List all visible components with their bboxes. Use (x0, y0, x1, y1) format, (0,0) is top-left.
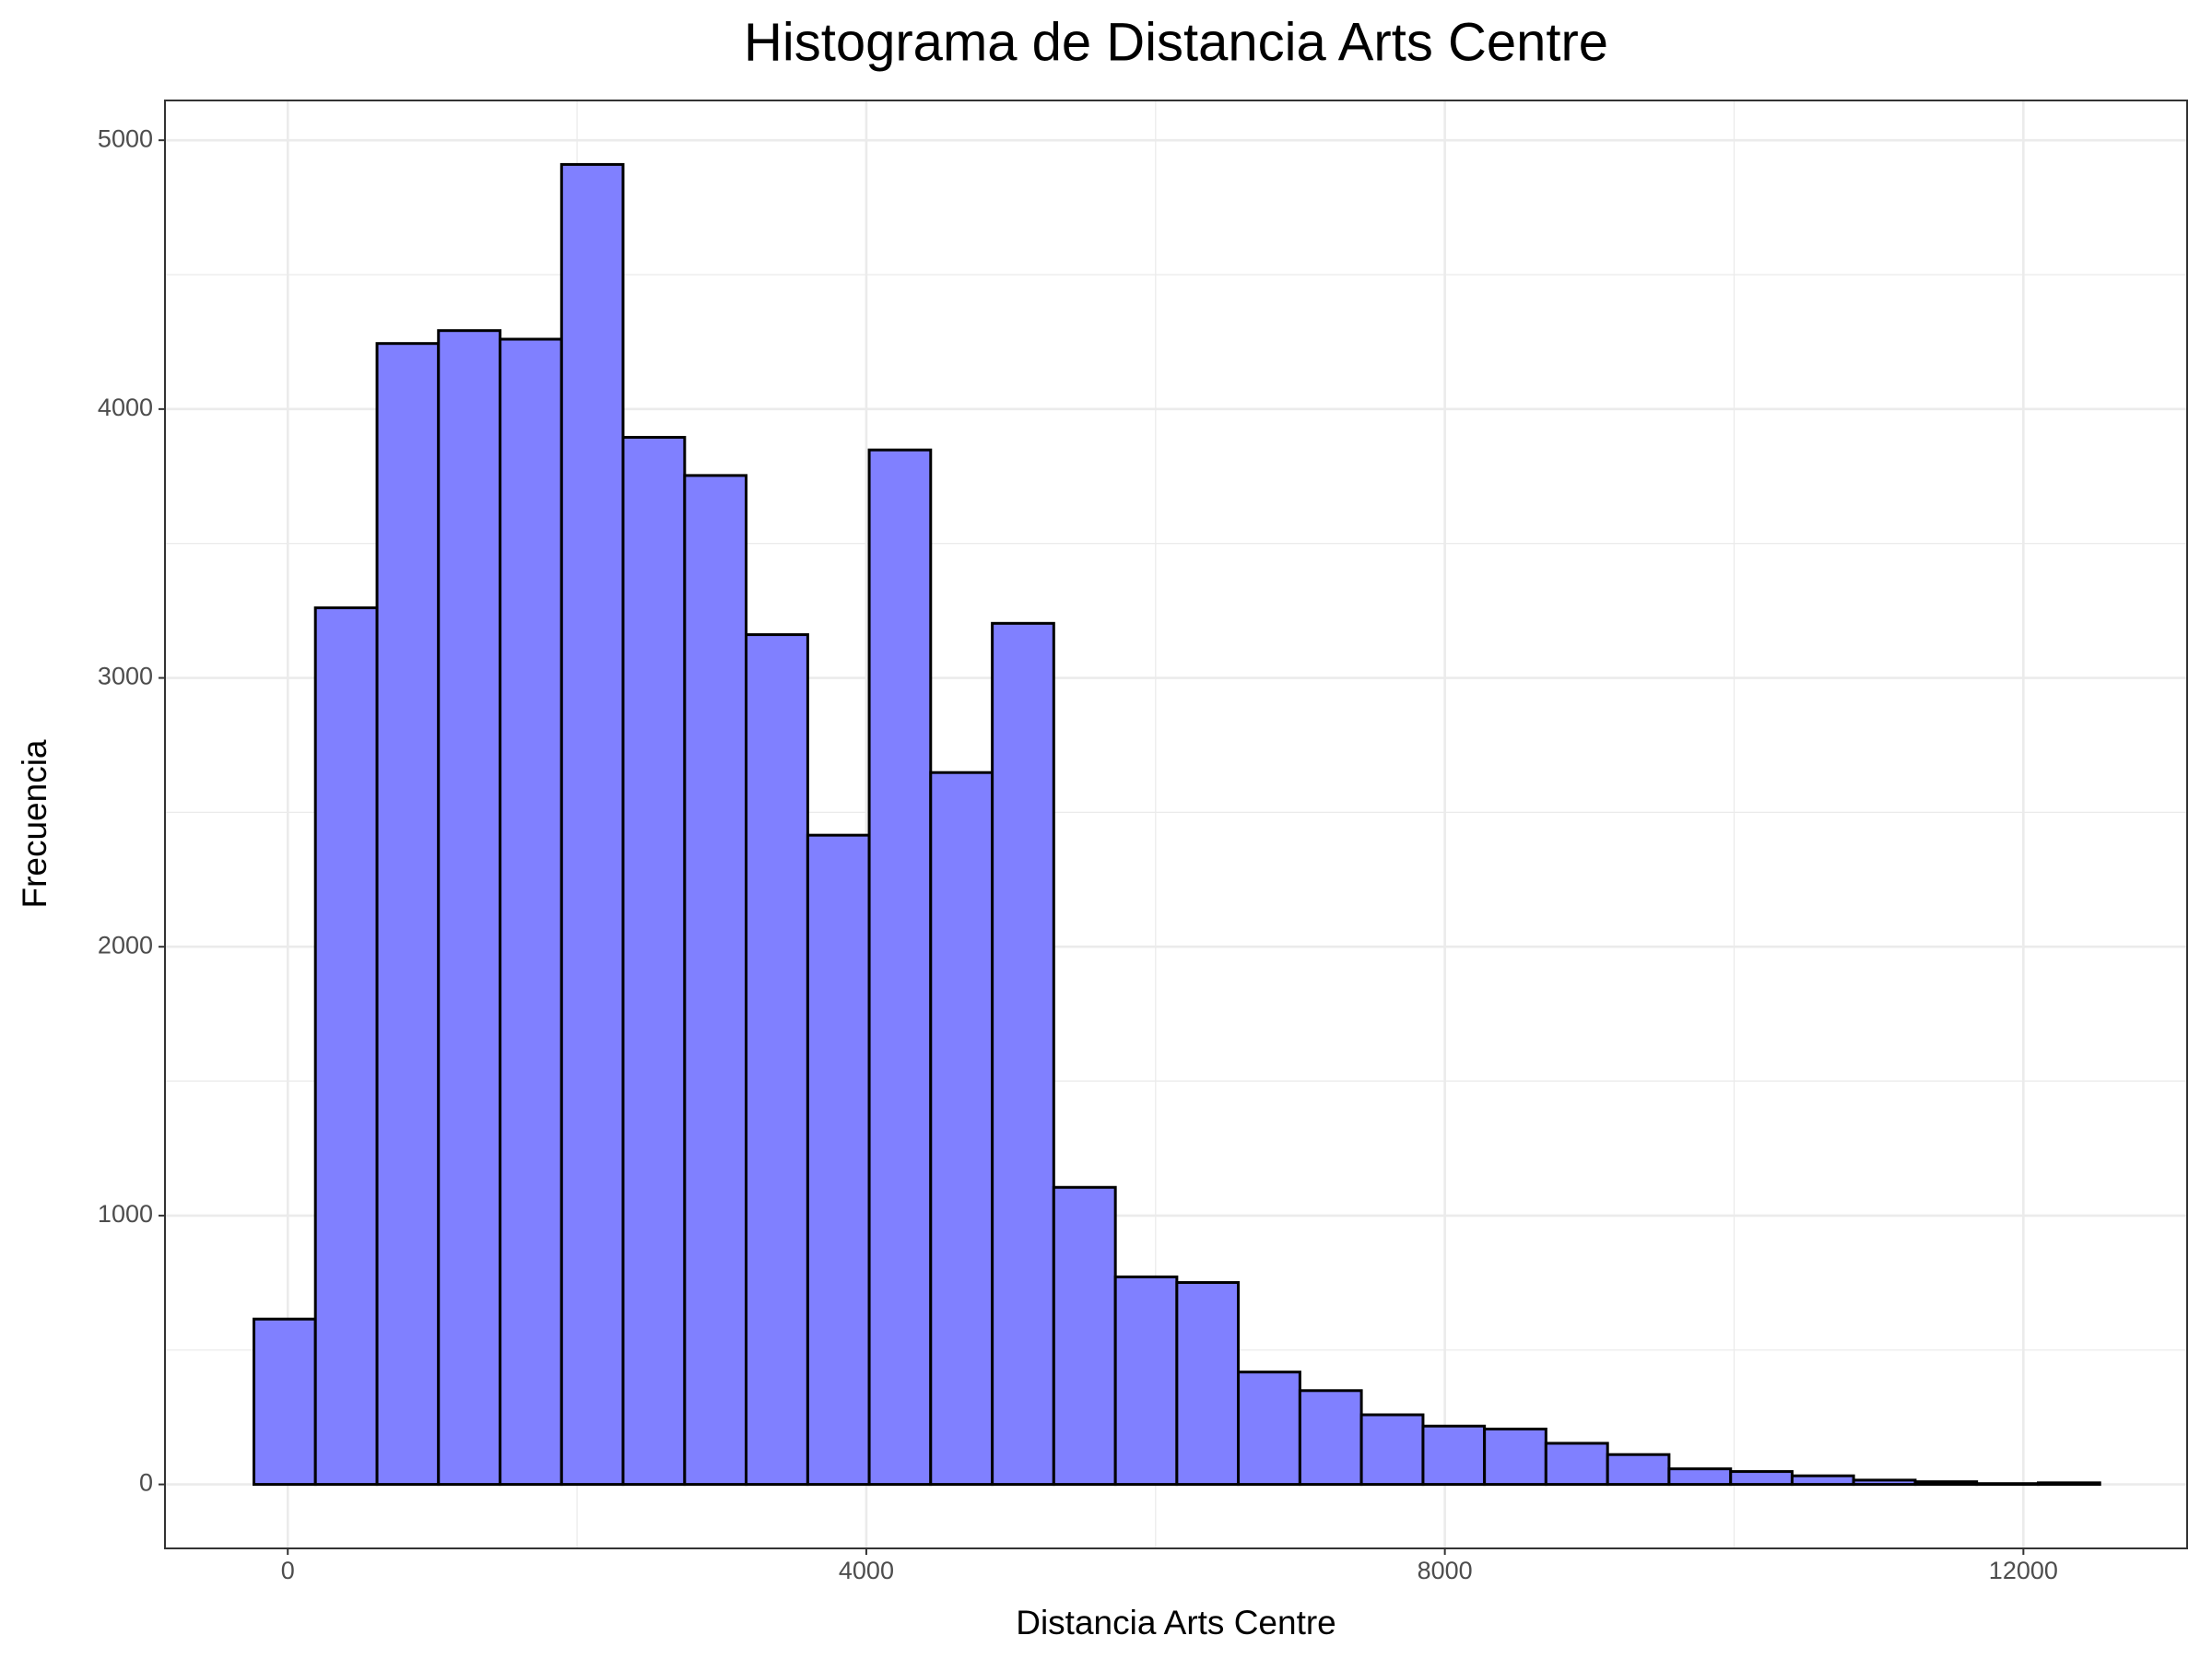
bar (559, 162, 625, 1487)
bar (867, 448, 933, 1487)
x-tick-label: 8000 (1418, 1557, 1473, 1584)
plot-border (164, 100, 2188, 1549)
y-tick-label: 1000 (98, 1200, 153, 1228)
y-tick-label: 2000 (98, 931, 153, 959)
bar (1052, 1185, 1117, 1487)
y-axis-title: Frecuencia (16, 739, 53, 908)
bar (683, 474, 748, 1487)
bar (1913, 1480, 1979, 1487)
y-tick-label: 4000 (98, 394, 153, 421)
bar (1237, 1371, 1301, 1487)
bar (2037, 1481, 2101, 1487)
y-tick-label: 5000 (98, 124, 153, 152)
bar (1483, 1427, 1547, 1487)
x-tick-label: 4000 (839, 1557, 894, 1584)
y-tick-label: 0 (139, 1469, 153, 1497)
bar (1544, 1441, 1609, 1487)
bar (1729, 1470, 1794, 1487)
bar (621, 435, 687, 1487)
bar (806, 833, 871, 1487)
x-tick-label: 12000 (1989, 1557, 2058, 1584)
bar (1606, 1453, 1671, 1487)
bar (929, 771, 994, 1487)
bar (1790, 1474, 1855, 1487)
bar (437, 329, 502, 1487)
y-tick-label: 3000 (98, 663, 153, 690)
bar (1667, 1467, 1733, 1487)
bar (1113, 1275, 1179, 1487)
bar (1359, 1413, 1425, 1487)
bar (375, 342, 441, 1487)
bar (991, 621, 1055, 1487)
bar (1175, 1281, 1241, 1487)
bar (1298, 1389, 1363, 1487)
bar (1975, 1482, 2041, 1487)
chart-title: Histograma de Distancia Arts Centre (744, 12, 1608, 72)
x-tick-label: 0 (281, 1557, 295, 1584)
bar (253, 1317, 317, 1487)
bar (499, 337, 563, 1487)
bar (745, 633, 809, 1487)
bar (1421, 1424, 1487, 1487)
x-axis-title: Distancia Arts Centre (1016, 1604, 1336, 1641)
bar (313, 606, 379, 1487)
bar (1852, 1478, 1917, 1487)
